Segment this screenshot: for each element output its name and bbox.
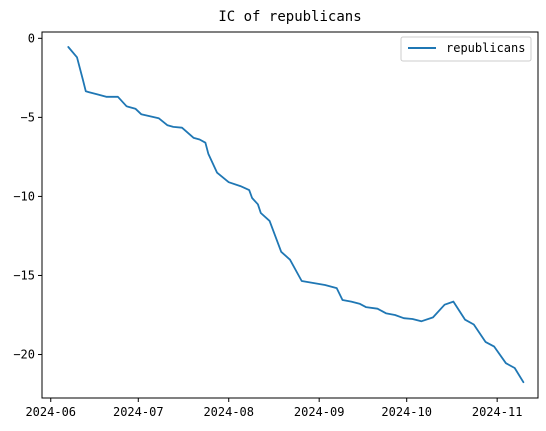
y-tick-label: −20 bbox=[13, 348, 35, 362]
y-tick-label: −10 bbox=[13, 189, 35, 203]
x-tick-label: 2024-09 bbox=[294, 405, 345, 419]
x-tick-label: 2024-06 bbox=[25, 405, 76, 419]
legend[interactable]: republicans bbox=[400, 36, 532, 62]
series-line-republicans bbox=[67, 46, 525, 384]
x-tick-label: 2024-08 bbox=[203, 405, 254, 419]
x-tick-label: 2024-11 bbox=[472, 405, 523, 419]
y-axis: 0 −5 −10 −15 −20 bbox=[13, 31, 42, 362]
y-tick-label: −15 bbox=[13, 268, 35, 282]
legend-box bbox=[400, 36, 532, 62]
series-layer bbox=[67, 46, 525, 384]
y-tick-label: −5 bbox=[21, 110, 35, 124]
chart-title: IC of republicans bbox=[218, 9, 361, 25]
plot-area-frame bbox=[41, 31, 539, 399]
x-axis: 2024-06 2024-07 2024-08 2024-09 2024-10 2024-… bbox=[25, 398, 522, 419]
y-tick-label: 0 bbox=[28, 31, 35, 45]
x-tick-label: 2024-07 bbox=[113, 405, 164, 419]
x-tick-label: 2024-10 bbox=[381, 405, 432, 419]
legend-label-republicans: republicans bbox=[446, 41, 525, 55]
